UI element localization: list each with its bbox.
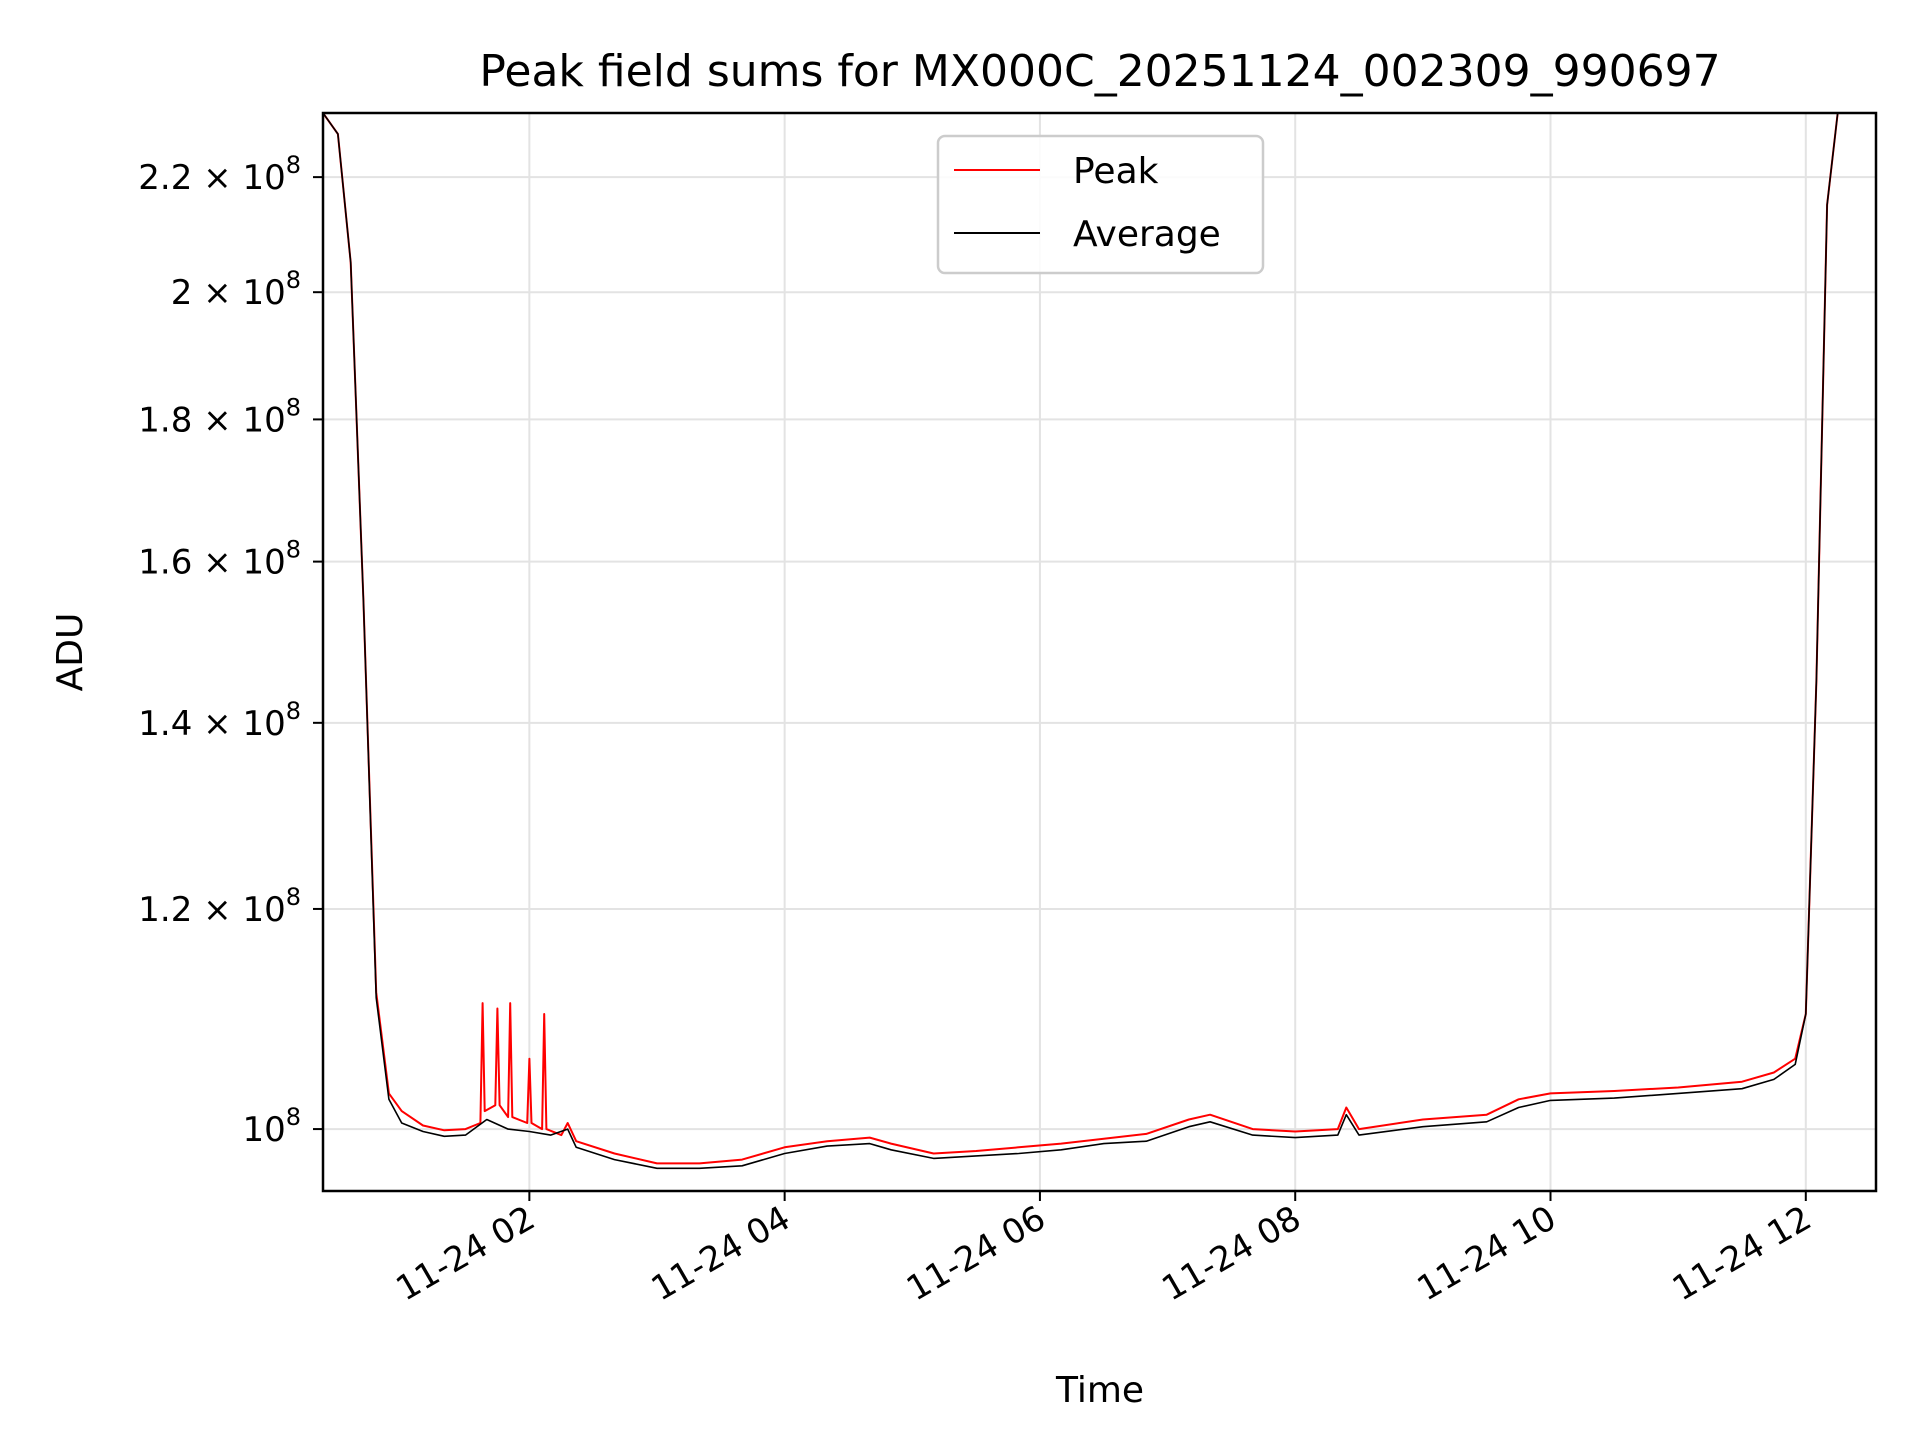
x-tick-label: 11-24 12 (1666, 1198, 1818, 1309)
series-layer (323, 113, 1876, 1170)
y-tick-label: 2.2 × 108 (138, 151, 301, 198)
y-tick-exponent: 8 (286, 1103, 301, 1131)
y-tick-mantissa: 1.6 × (138, 543, 242, 583)
x-tick-label: 11-24 02 (389, 1198, 541, 1309)
legend: Peak Average (936, 134, 1265, 275)
y-tick-exponent: 8 (286, 536, 301, 564)
legend-label-average: Average (1073, 214, 1221, 255)
y-tick-label: 1.8 × 108 (138, 393, 301, 440)
x-tick-label: 11-24 06 (900, 1198, 1052, 1309)
y-tick-mantissa: 2.2 × (138, 158, 242, 198)
y-tick-label: 1.6 × 108 (138, 536, 301, 583)
y-axis-title: ADU (50, 613, 91, 692)
y-tick-label: 1.2 × 108 (138, 883, 301, 930)
x-tick-label: 11-24 04 (645, 1198, 797, 1309)
grid (323, 113, 1876, 1191)
y-tick-exponent: 8 (286, 151, 301, 179)
y-tick-label: 108 (242, 1103, 301, 1150)
y-tick-exponent: 8 (286, 697, 301, 725)
series-line-peak (323, 113, 1876, 1165)
y-tick-mantissa: 1.8 × (138, 400, 242, 440)
plot-frame (321, 111, 1878, 1193)
x-tick-label: 11-24 08 (1155, 1198, 1307, 1309)
y-axis: 108 1.2 × 108 1.4 × 108 1.6 × 108 1.8 × 108 2… (138, 151, 323, 1150)
y-tick-mantissa: 1.2 × (138, 890, 242, 930)
y-tick-exponent: 8 (286, 266, 301, 294)
y-tick-label: 1.4 × 108 (138, 697, 301, 744)
x-axis: 11-24 02 11-24 04 11-24 06 11-24 08 11-24 10… (389, 1191, 1818, 1309)
legend-label-peak: Peak (1073, 151, 1159, 192)
y-tick-mantissa: 2 × (171, 273, 243, 313)
x-tick-label: 11-24 10 (1411, 1198, 1563, 1309)
chart-title: Peak field sums for MX000C_20251124_0023… (479, 46, 1720, 97)
y-tick-exponent: 8 (286, 883, 301, 911)
y-tick-label: 2 × 108 (171, 266, 301, 313)
x-axis-title: Time (1055, 1370, 1144, 1411)
y-tick-mantissa: 1.4 × (138, 704, 242, 744)
y-tick-exponent: 8 (286, 393, 301, 421)
series-line-average (323, 113, 1876, 1170)
